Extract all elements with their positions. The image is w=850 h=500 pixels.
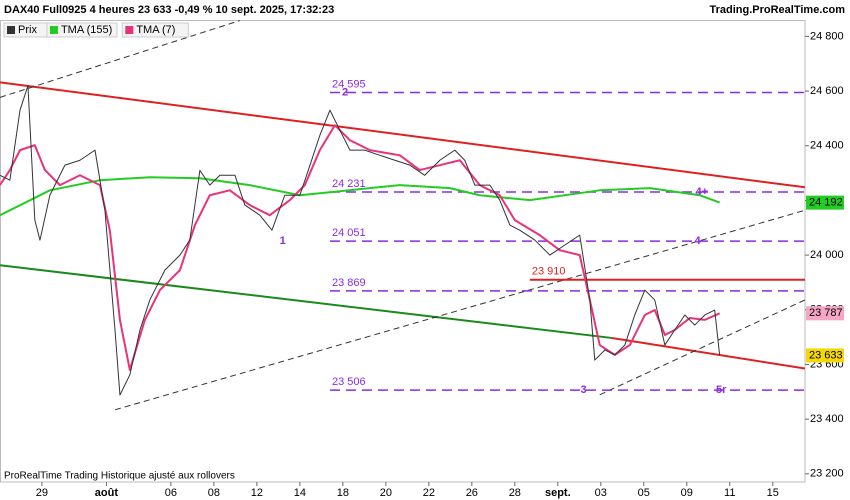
legend-swatch [7, 26, 15, 34]
plot-frame [0, 20, 806, 483]
legend-entry: TMA (7) [121, 22, 189, 38]
level-label: 24 595 [332, 78, 366, 90]
header-site: Trading.ProRealTime.com [709, 4, 845, 16]
y-tick-label: 24 000 [810, 249, 844, 261]
x-tick-label: 20 [380, 487, 392, 499]
wave-label: 5r [716, 384, 727, 396]
legend-label: TMA (7) [136, 24, 175, 36]
x-tick-label: août [95, 487, 119, 499]
trend-line [611, 336, 805, 370]
y-tick-label: 24 800 [810, 30, 844, 42]
level-label: 23 869 [332, 277, 366, 289]
price-tag [806, 306, 844, 321]
y-tick-label: 24 400 [810, 140, 844, 152]
trend-line [0, 20, 241, 98]
wave-label: 1 [280, 235, 286, 247]
x-tick-label: 26 [466, 487, 478, 499]
header-title: DAX40 Full0925 4 heures 23 633 -0,49 % 1… [4, 4, 334, 16]
legend-box [121, 22, 189, 38]
overlay: 24 595 24 231 24 051 23 869 23 506 23 910 2 1 3 4… [280, 78, 727, 396]
y-tick-label: 23 400 [810, 413, 844, 425]
legend-label: Prix [18, 24, 37, 36]
level-label: 23 506 [332, 376, 366, 388]
x-tick-label: sept. [545, 487, 571, 499]
x-tick-label: 14 [294, 487, 306, 499]
level-label: 23 910 [532, 266, 566, 278]
x-tick-label: 03 [595, 487, 607, 499]
x-tick-label: 12 [251, 487, 263, 499]
x-tick-label: 22 [423, 487, 435, 499]
legend-swatch [125, 26, 134, 34]
x-tick-label: 28 [509, 487, 521, 499]
legend-label: TMA (155) [61, 24, 112, 36]
price-tag [806, 348, 844, 363]
level-label: 24 051 [332, 227, 366, 239]
series-line [0, 176, 721, 217]
level-label: 24 231 [332, 178, 366, 190]
legend-swatch [49, 26, 58, 34]
footer: ProRealTime Trading Historique ajusté au… [4, 471, 235, 482]
wave-label: 2 [342, 86, 348, 98]
legend-box [46, 22, 118, 38]
wave-label: 3 [581, 384, 587, 396]
x-tick-label: 29 [36, 487, 48, 499]
trend-line [0, 264, 612, 339]
price-tag-label: 23 633 [809, 349, 843, 361]
y-tick-label: 24 600 [810, 85, 844, 97]
x-tick-label: 06 [165, 487, 177, 499]
legend-entry: TMA (155) [46, 22, 118, 38]
price-tag-label: 24 192 [809, 197, 843, 209]
x-tick-label: 08 [208, 487, 220, 499]
x-tick-label: 15 [767, 487, 779, 499]
trend-line [599, 299, 805, 396]
price-tag [806, 195, 844, 210]
x-tick-label: 05 [638, 487, 650, 499]
x-tick-label: 11 [724, 487, 735, 499]
plot [0, 20, 805, 411]
series-line [0, 85, 721, 396]
y-tick-label: 23 200 [810, 468, 844, 480]
x-tick-label: 18 [337, 487, 349, 499]
x-tick-label: 09 [681, 487, 693, 499]
trend-line [0, 81, 805, 189]
price-tag-label: 23 787 [809, 307, 843, 319]
wave-label: 4+ [696, 186, 709, 198]
wave-label: 4 [694, 235, 701, 247]
